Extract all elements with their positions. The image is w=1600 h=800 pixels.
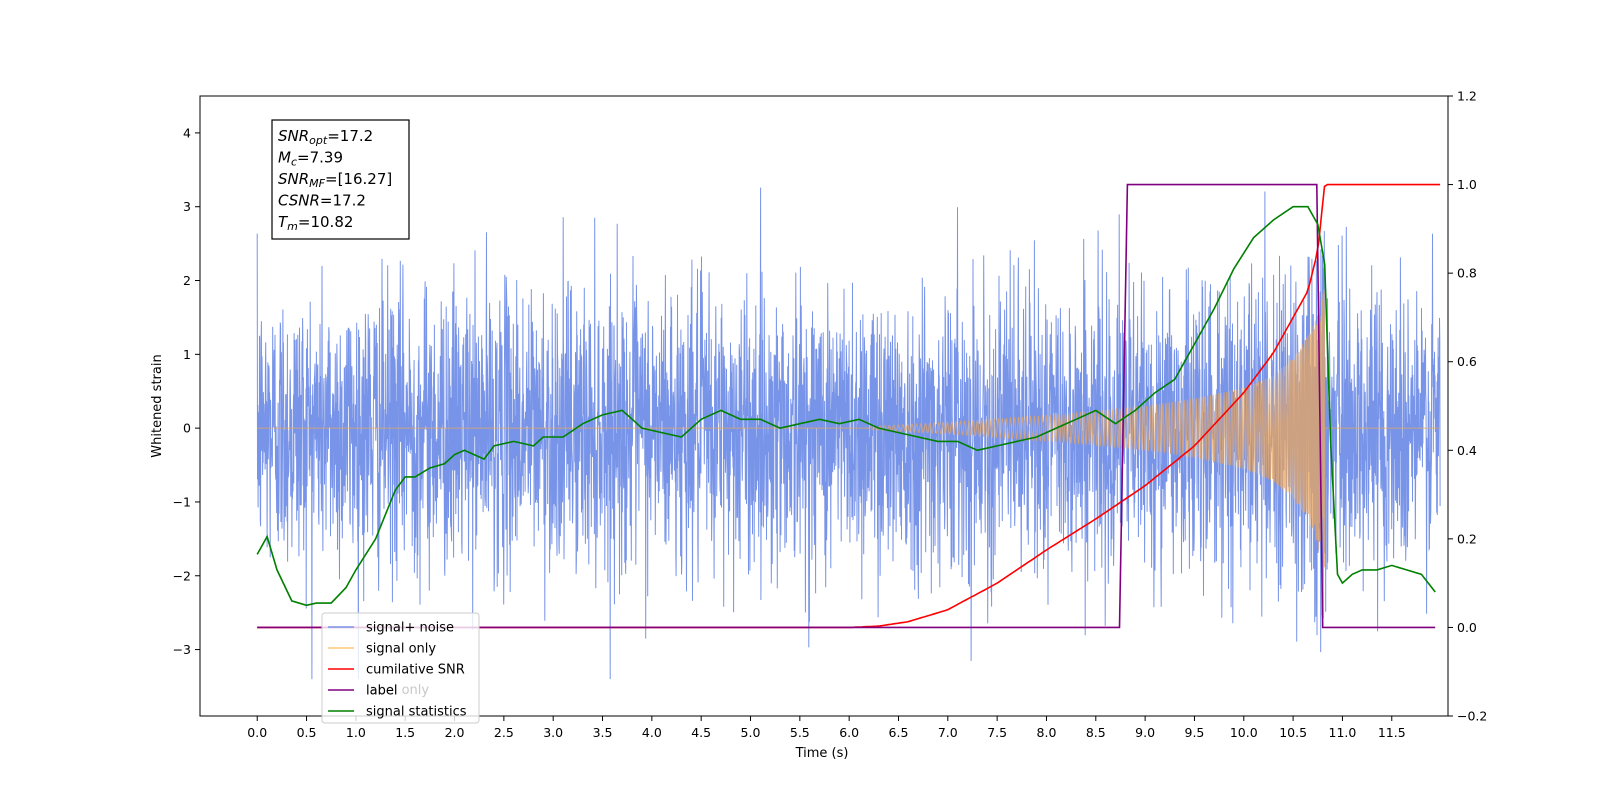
y2-tick-label: 1.0 [1457, 177, 1477, 192]
x-tick-label: 3.5 [593, 725, 613, 740]
annotation-line: SNRMF=[16.27] [278, 170, 392, 190]
y-tick-label: 2 [183, 273, 191, 288]
annotation-value: =17.2 [320, 192, 366, 210]
legend-label: signal+ noise [366, 621, 454, 636]
annotation-value: =10.82 [298, 213, 354, 231]
y-tick-label: −2 [173, 568, 191, 583]
x-tick-label: 11.5 [1378, 725, 1406, 740]
legend-label: label [366, 684, 397, 699]
x-tick-label: 9.5 [1185, 725, 1205, 740]
x-tick-label: 8.5 [1086, 725, 1106, 740]
annotation-value: =[16.27] [325, 170, 392, 188]
y-tick-label: 0 [183, 421, 191, 436]
annotation-symbol: CSNR [278, 192, 320, 210]
x-tick-label: 10.5 [1279, 725, 1307, 740]
annotation-symbol: SNR [278, 127, 309, 145]
y2-tick-label: 0.4 [1457, 443, 1477, 458]
legend: label only signal+ noise signal only cumil… [321, 612, 480, 724]
y-tick-label: 3 [183, 199, 191, 214]
annotation-value: =17.2 [327, 127, 373, 145]
x-tick-label: 6.0 [839, 725, 859, 740]
y2-axis-ticks: −0.2 0.0 0.2 0.4 0.6 0.8 1.0 1.2 [1448, 89, 1487, 724]
x-tick-label: 2.5 [494, 725, 514, 740]
y-tick-label: 1 [183, 347, 191, 362]
x-tick-label: 0.0 [247, 725, 267, 740]
y-tick-label: −3 [173, 642, 191, 657]
series-signal-plus-noise [256, 187, 1441, 680]
noise-line [256, 187, 1441, 680]
y-axis-label: Whitened strain [150, 354, 165, 457]
legend-label: signal only [366, 642, 436, 657]
annotation-symbol: M [278, 149, 291, 167]
y-axis-ticks: −3 −2 −1 0 1 2 3 4 [173, 125, 200, 657]
x-tick-label: 4.0 [642, 725, 662, 740]
x-tick-label: 9.0 [1135, 725, 1155, 740]
annotation-subscript: MF [309, 177, 325, 190]
annotation-subscript: c [291, 156, 297, 169]
annotation-line: SNRopt=17.2 [278, 127, 373, 147]
x-tick-label: 5.0 [741, 725, 761, 740]
x-axis-ticks: 0.0 0.5 1.0 1.5 2.0 2.5 3.0 3.5 4.0 4.5 5.0 5.5 6.0 6… [247, 716, 1406, 740]
signal-only-line [257, 290, 1441, 568]
x-tick-label: 3.0 [543, 725, 563, 740]
x-tick-label: 6.5 [889, 725, 909, 740]
y2-tick-label: 0.6 [1457, 354, 1477, 369]
y2-tick-label: 0.0 [1457, 620, 1477, 635]
annotation-value: =7.39 [297, 149, 343, 167]
annotation-symbol: T [278, 213, 289, 231]
label-line [257, 183, 1436, 629]
series-signal-only [257, 290, 1441, 568]
x-tick-label: 5.5 [790, 725, 810, 740]
x-tick-label: 2.0 [445, 725, 465, 740]
x-axis-label: Time (s) [795, 746, 849, 761]
x-tick-label: 11.0 [1329, 725, 1357, 740]
legend-label: cumilative SNR [366, 663, 465, 678]
x-tick-label: 4.5 [691, 725, 711, 740]
annotation-line: Mc=7.39 [278, 149, 343, 169]
x-tick-label: 1.0 [346, 725, 366, 740]
signal-statistics-line [256, 205, 1436, 607]
y2-tick-label: 0.2 [1457, 531, 1477, 546]
annotation-subscript: m [287, 220, 298, 233]
plot-frame [199, 95, 1449, 717]
x-tick-label: 1.5 [395, 725, 415, 740]
x-tick-label: 0.5 [297, 725, 317, 740]
y2-tick-label: 0.8 [1457, 266, 1477, 281]
annotation-subscript: opt [309, 134, 328, 147]
y-tick-label: −1 [173, 494, 191, 509]
annotation-symbol: SNR [278, 170, 309, 188]
x-tick-label: 7.5 [987, 725, 1007, 740]
annotation-box: SNRopt=17.2Mc=7.39SNRMF=[16.27]CSNR=17.2… [271, 119, 410, 240]
annotation-line: CSNR=17.2 [278, 192, 366, 210]
legend-hidden-label-text: label only [366, 683, 429, 698]
y2-tick-label: −0.2 [1457, 709, 1487, 724]
annotation-line: Tm=10.82 [278, 213, 353, 233]
x-tick-label: 8.0 [1037, 725, 1057, 740]
legend-label: signal statistics [366, 705, 467, 720]
x-tick-label: 7.0 [938, 725, 958, 740]
x-tick-label: 10.0 [1230, 725, 1258, 740]
y-tick-label: 4 [183, 125, 191, 140]
y2-tick-label: 1.2 [1457, 89, 1477, 104]
